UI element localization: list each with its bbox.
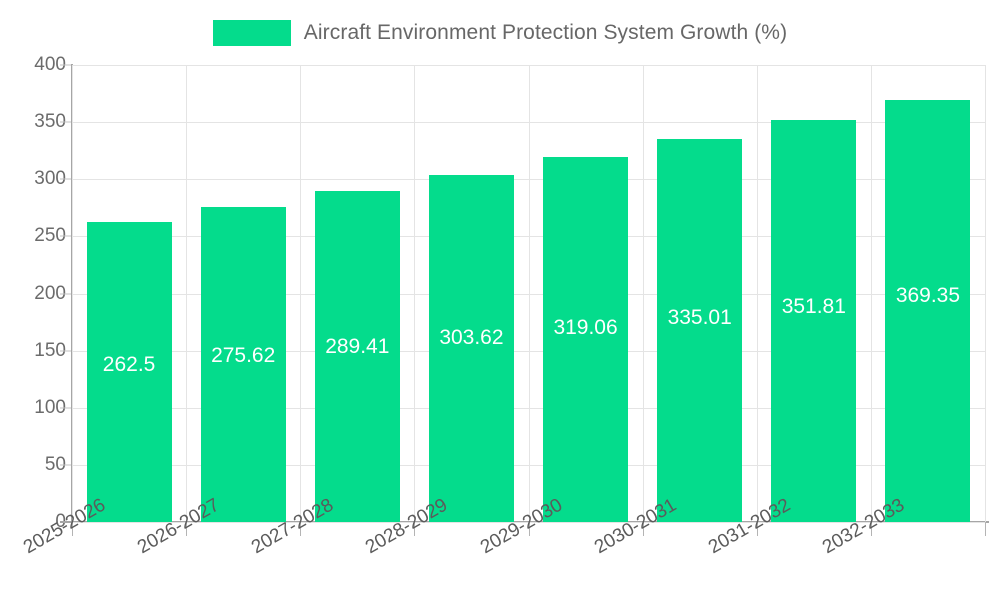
y-axis-tick-mark (60, 350, 71, 352)
y-axis-tick-mark (60, 235, 71, 237)
gridline-horizontal (72, 65, 985, 66)
x-axis-tick-mark (72, 522, 73, 536)
y-axis-tick-label: 100 (34, 396, 66, 418)
gridline-vertical (72, 65, 73, 522)
gridline-vertical (985, 65, 986, 522)
gridline-horizontal (72, 293, 985, 295)
y-axis-tick-label: 50 (44, 453, 66, 475)
bar[interactable] (885, 100, 971, 522)
x-axis: 2025-2026 2026-2027 2027-2028 2028-2029 2029… (20, 495, 986, 600)
y-axis-tick-label: 250 (34, 225, 66, 247)
x-axis-tick-mark (757, 522, 758, 536)
gridline-horizontal (72, 236, 985, 238)
x-axis-tick-mark (643, 522, 644, 536)
gridline-horizontal (72, 350, 985, 352)
x-axis-tick-mark (529, 522, 530, 536)
chart-legend: Aircraft Environment Protection System G… (0, 14, 1000, 52)
gridline-horizontal (72, 179, 985, 181)
gridline-vertical (414, 65, 415, 522)
bar-value-label: 275.62 (211, 344, 276, 368)
bar[interactable] (86, 222, 172, 522)
y-axis-tick-label: 200 (34, 282, 66, 304)
y-axis-tick-mark (60, 178, 71, 180)
bar[interactable] (657, 139, 743, 522)
plot-area: 262.5 275.62 289.41 303.62 319.06 335.01 351.8… (72, 65, 986, 523)
y-axis-tick-mark (60, 407, 71, 409)
y-axis-tick-label: 400 (34, 54, 66, 75)
legend-item-series-1[interactable]: Aircraft Environment Protection System G… (212, 20, 788, 46)
x-axis-tick-mark (871, 522, 872, 536)
bar-value-label: 369.35 (895, 283, 961, 307)
legend-color-swatch-icon (212, 20, 291, 46)
bar[interactable] (314, 191, 400, 522)
bar-value-label: 289.41 (325, 335, 390, 359)
x-axis-tick-mark (186, 522, 187, 536)
bar-value-label: 303.62 (439, 326, 504, 349)
y-axis-tick-label: 350 (34, 111, 66, 133)
y-axis-tick-mark (60, 121, 71, 123)
bar-value-label: 335.01 (667, 305, 732, 329)
x-axis-tick-mark (300, 522, 301, 536)
gridline-vertical (186, 65, 187, 522)
y-axis-tick-mark (60, 464, 71, 466)
gridline-vertical (643, 65, 644, 522)
legend-item-label: Aircraft Environment Protection System G… (303, 21, 788, 44)
gridline-horizontal (72, 407, 985, 409)
y-axis-tick-mark (60, 293, 71, 294)
bar[interactable] (771, 120, 857, 522)
gridline-horizontal (72, 464, 985, 466)
y-axis-tick-label: 300 (34, 168, 66, 190)
bar[interactable] (428, 175, 514, 522)
gridline-horizontal (72, 122, 985, 124)
bar[interactable] (200, 207, 286, 522)
x-axis-tick-mark (985, 522, 986, 536)
gridline-vertical (300, 65, 301, 522)
gridline-vertical (757, 65, 758, 522)
gridline-vertical (871, 65, 872, 522)
bar-value-label: 262.5 (102, 352, 156, 376)
bar-value-label: 351.81 (781, 294, 846, 318)
y-axis-tick-mark (60, 64, 71, 66)
y-axis-tick-label: 150 (34, 339, 66, 361)
gridline-vertical (529, 65, 530, 522)
y-axis: 050100150200250300350400 (0, 54, 1000, 532)
gridline-horizontal (72, 522, 985, 523)
x-axis-tick-mark (414, 522, 415, 536)
bar[interactable] (543, 157, 629, 522)
bar-value-label: 319.06 (553, 316, 618, 340)
